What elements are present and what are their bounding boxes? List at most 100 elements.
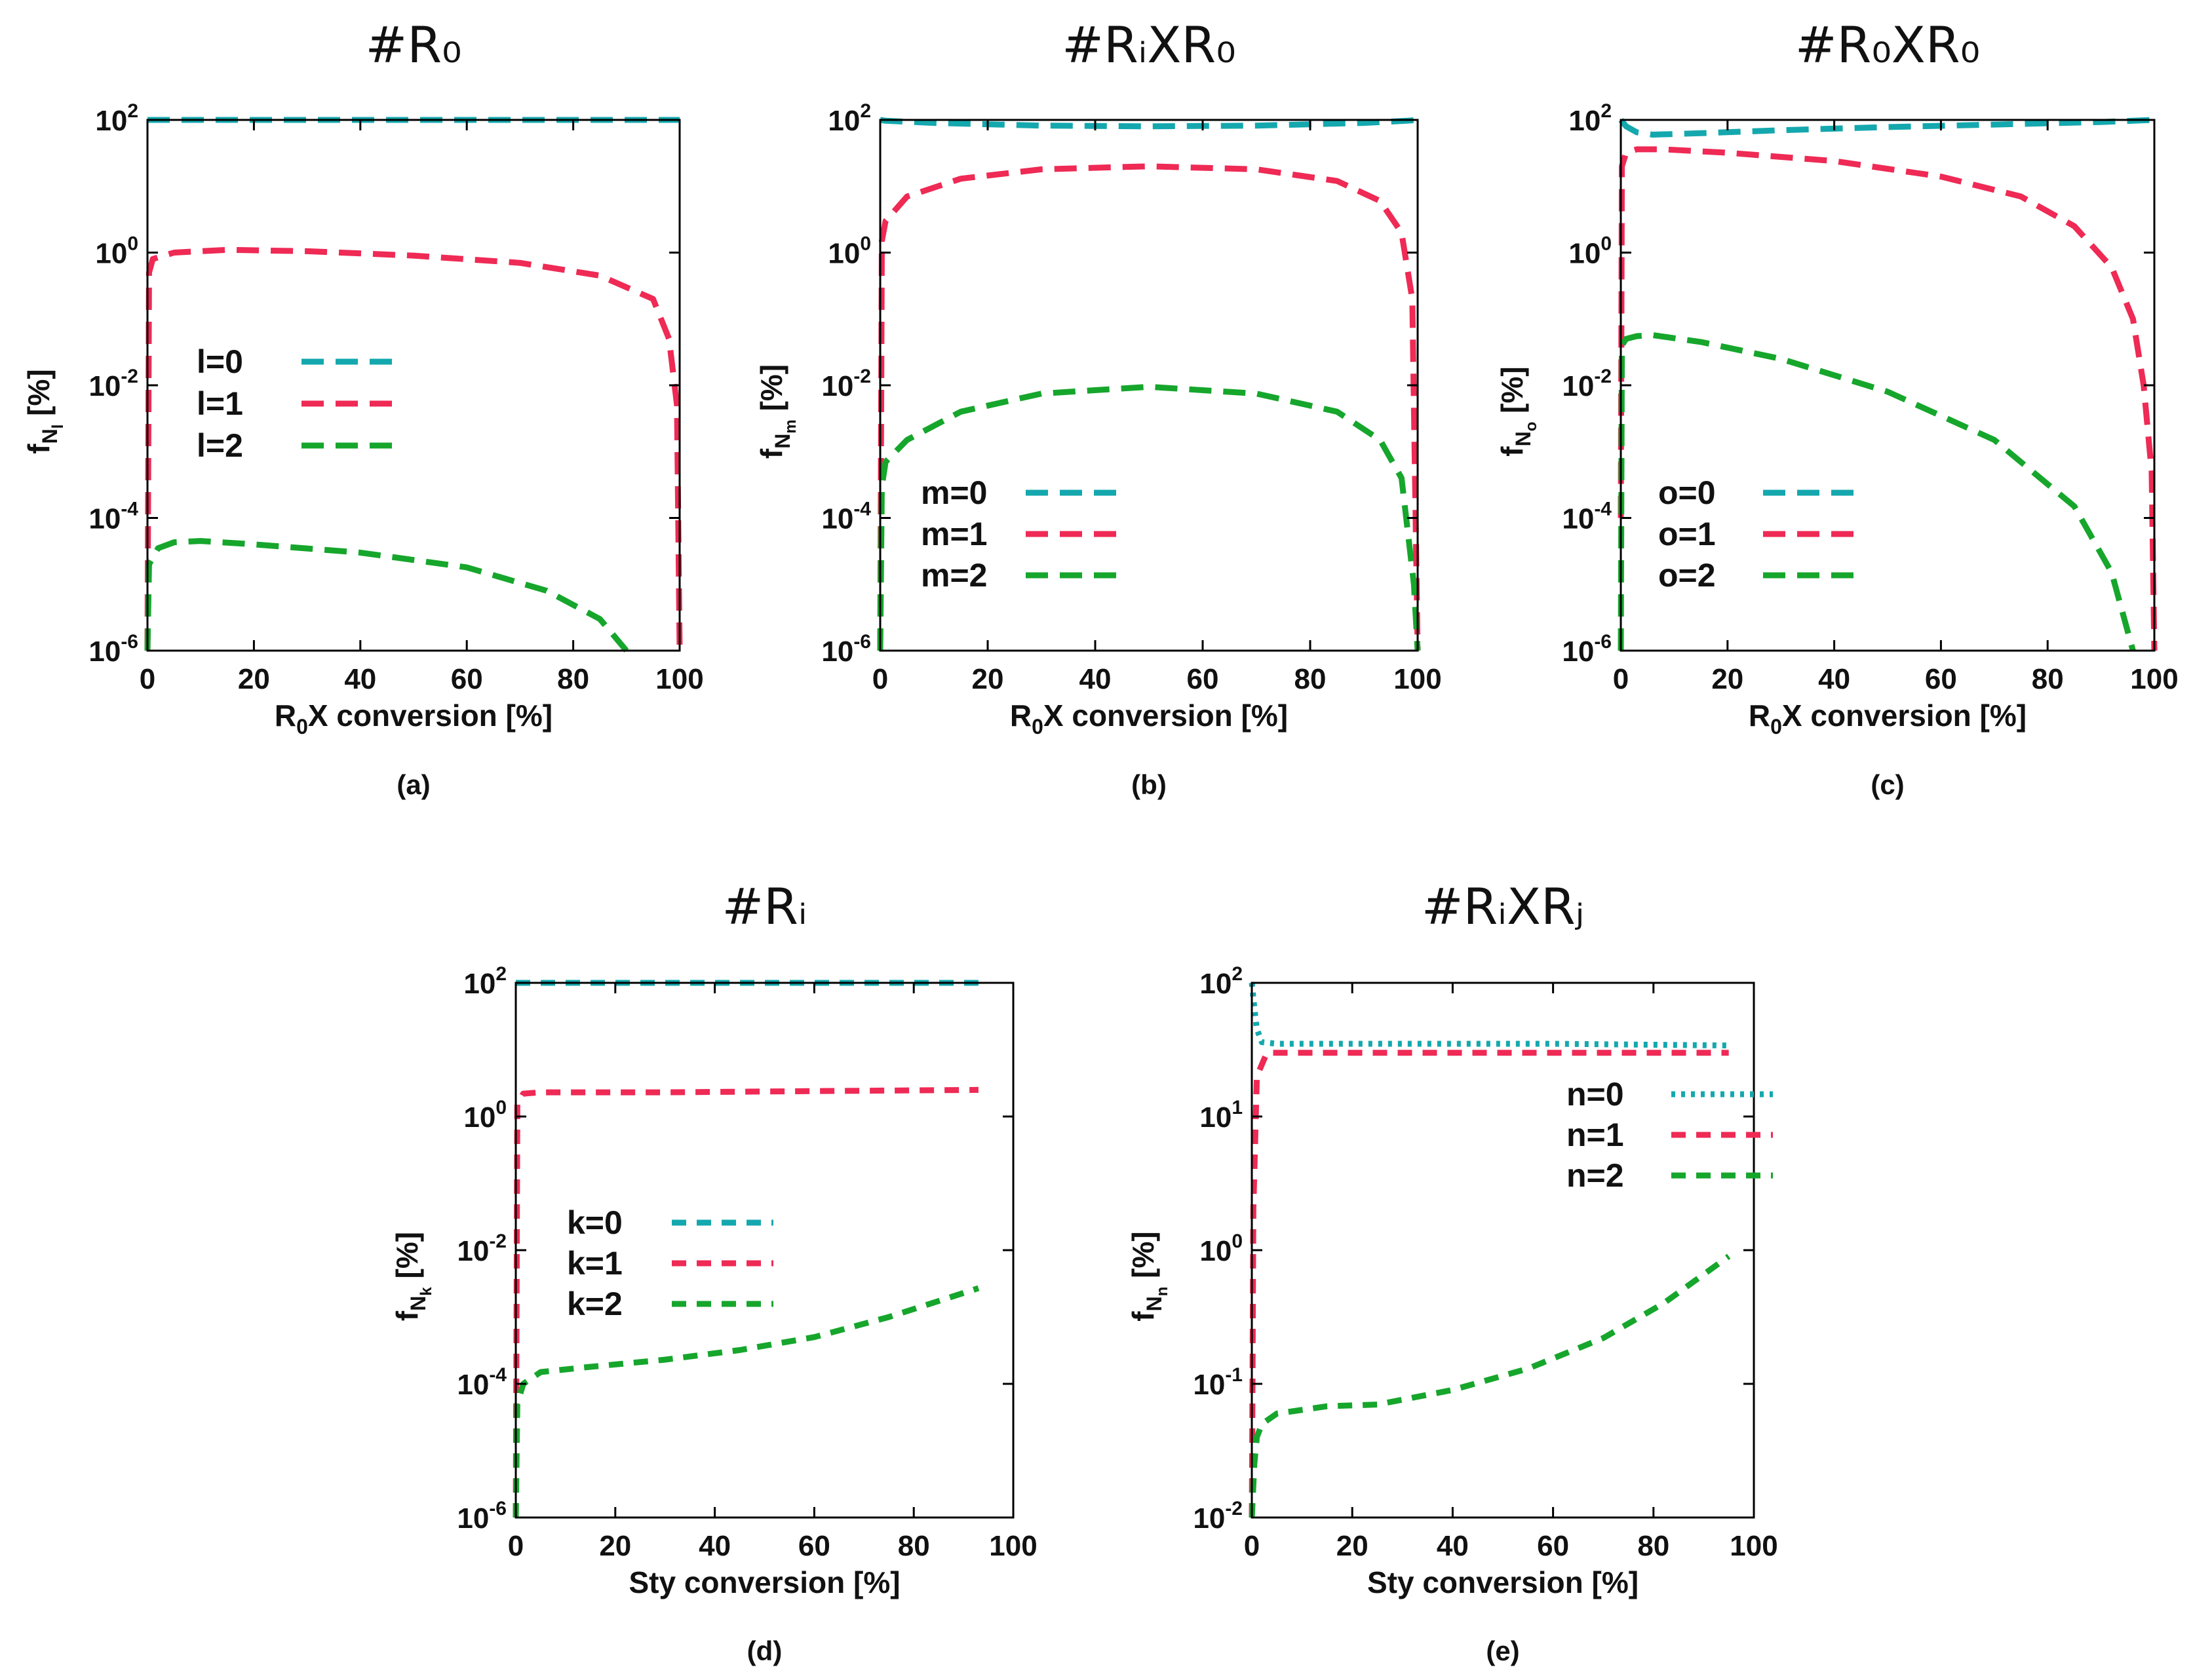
y-axis-label: fNn [%]: [1126, 1231, 1171, 1321]
legend-label-m=1: m=1: [921, 516, 987, 552]
y-tick-label: 10-2: [457, 1231, 507, 1267]
x-tick-label: 60: [1925, 663, 1957, 695]
y-tick-label: 10-4: [88, 499, 138, 535]
y-tick-label: 10-6: [1562, 631, 1612, 668]
x-tick-label: 40: [1818, 663, 1850, 695]
y-tick-label: 10-2: [1562, 366, 1612, 402]
y-tick-label: 10-4: [821, 499, 871, 535]
x-tick-label: 0: [508, 1530, 524, 1562]
legend-label-m=2: m=2: [921, 557, 987, 594]
panel-caption: (a): [397, 769, 430, 800]
x-tick-label: 100: [655, 663, 703, 695]
y-tick-label: 102: [1199, 963, 1243, 1000]
x-tick-label: 100: [989, 1530, 1037, 1562]
x-tick-label: 40: [344, 663, 376, 695]
y-tick-label: 10-2: [88, 366, 138, 402]
series-line-n=0: [1249, 982, 1729, 1049]
panel-caption: (c): [1871, 769, 1904, 800]
y-tick-label: 100: [95, 233, 138, 270]
y-tick-label: 10-4: [1562, 499, 1612, 535]
y-tick-label: 10-6: [821, 631, 871, 668]
x-axis-label: R0X conversion [%]: [1749, 698, 2027, 738]
x-axis-label: R0X conversion [%]: [1010, 698, 1288, 738]
x-tick-label: 60: [798, 1530, 830, 1562]
x-tick-label: 80: [1294, 663, 1327, 695]
x-tick-label: 100: [1730, 1530, 1777, 1562]
y-axis-label: fNm [%]: [754, 364, 800, 459]
y-tick-label: 100: [1568, 233, 1612, 270]
plot-frame: [1251, 982, 1755, 1519]
x-tick-label: 80: [1637, 1530, 1669, 1562]
legend-label-n=2: n=2: [1566, 1157, 1624, 1194]
x-tick-label: 20: [972, 663, 1004, 695]
x-tick-label: 0: [140, 663, 155, 695]
x-tick-label: 40: [1437, 1530, 1469, 1562]
x-axis-label: Sty conversion [%]: [1367, 1565, 1639, 1599]
legend-label-l=0: l=0: [197, 343, 243, 380]
series-line-k=2: [513, 1285, 980, 1518]
chart-panel-c: #R₀XR₀ 0 20 40 60 80 100 10-6 10-4 10-2 100 102 R0X …: [1495, 16, 2179, 800]
x-tick-label: 60: [1187, 663, 1219, 695]
y-tick-label: 102: [463, 963, 507, 1000]
x-tick-label: 100: [2130, 663, 2178, 695]
chart-title: #RᵢXR₀: [1062, 16, 1235, 74]
x-tick-label: 0: [1613, 663, 1629, 695]
y-tick-label: 10-2: [1193, 1498, 1243, 1535]
x-tick-label: 20: [238, 663, 270, 695]
chart-title: #R₀: [366, 16, 462, 74]
series-line-l=2: [144, 538, 629, 653]
x-tick-label: 80: [2032, 663, 2064, 695]
series-line-o=2: [1618, 332, 2136, 652]
legend-label-k=0: k=0: [567, 1204, 623, 1241]
x-axis-label: Sty conversion [%]: [629, 1565, 900, 1599]
y-tick-label: 100: [463, 1097, 507, 1134]
panel-caption: (d): [747, 1635, 783, 1666]
x-tick-label: 20: [1336, 1530, 1368, 1562]
chart-panel-d: #Rᵢ 0 20 40 60 80 100 10-6 10-4 10-2 100 102 Sty con…: [390, 877, 1038, 1666]
chart-panel-b: #RᵢXR₀ 0 20 40 60 80 100 10-6 10-4 10-2 100 102 R0X …: [754, 16, 1442, 800]
legend-label-n=0: n=0: [1566, 1076, 1624, 1113]
y-tick-label: 102: [828, 100, 871, 137]
x-tick-label: 20: [599, 1530, 631, 1562]
x-tick-label: 0: [872, 663, 888, 695]
y-axis-label: fNk [%]: [390, 1232, 435, 1321]
legend-label-l=2: l=2: [197, 427, 243, 464]
chart-title: #Rᵢ: [722, 877, 807, 936]
chart-title: #RᵢXRⱼ: [1422, 877, 1584, 936]
series-line-m=2: [877, 383, 1421, 651]
x-tick-label: 40: [1079, 663, 1112, 695]
x-tick-label: 60: [1537, 1530, 1569, 1562]
y-tick-label: 102: [1568, 100, 1612, 137]
y-axis-label: fNl [%]: [22, 369, 67, 453]
legend-label-k=1: k=1: [567, 1245, 623, 1282]
panel-caption: (b): [1131, 769, 1167, 800]
chart-panel-a: #R₀ 0 20 40 60 80 100 10-6 10-4 10-2 100 102 R0X con…: [22, 16, 704, 800]
y-tick-label: 10-6: [88, 631, 138, 668]
chart-panel-e: #RᵢXRⱼ 0 20 40 60 80 100 10-2 10-1 100 101 102 Sty c…: [1126, 877, 1778, 1666]
legend-label-o=0: o=0: [1658, 474, 1716, 511]
series-line-o=1: [1618, 146, 2158, 651]
chart-title: #R₀XR₀: [1795, 16, 1980, 74]
x-tick-label: 40: [699, 1530, 731, 1562]
x-tick-label: 20: [1711, 663, 1743, 695]
legend-label-k=2: k=2: [567, 1286, 623, 1322]
y-tick-label: 100: [828, 233, 871, 270]
series-line-n=2: [1249, 1253, 1731, 1518]
x-tick-label: 80: [557, 663, 589, 695]
panel-caption: (e): [1486, 1635, 1519, 1666]
series-line-l=1: [144, 246, 683, 651]
x-tick-label: 80: [898, 1530, 930, 1562]
legend-label-n=1: n=1: [1566, 1117, 1624, 1153]
y-tick-label: 102: [95, 100, 138, 137]
x-tick-label: 0: [1244, 1530, 1260, 1562]
legend-label-o=1: o=1: [1658, 516, 1716, 552]
legend-label-o=2: o=2: [1658, 557, 1716, 594]
series-line-m=1: [877, 163, 1421, 651]
x-tick-label: 60: [451, 663, 483, 695]
legend-label-l=1: l=1: [197, 385, 243, 422]
legend-label-m=0: m=0: [921, 474, 987, 511]
series-line-o=0: [1618, 117, 2155, 138]
series-line-m=0: [880, 117, 1418, 130]
series-line-n=1: [1249, 1050, 1729, 1518]
